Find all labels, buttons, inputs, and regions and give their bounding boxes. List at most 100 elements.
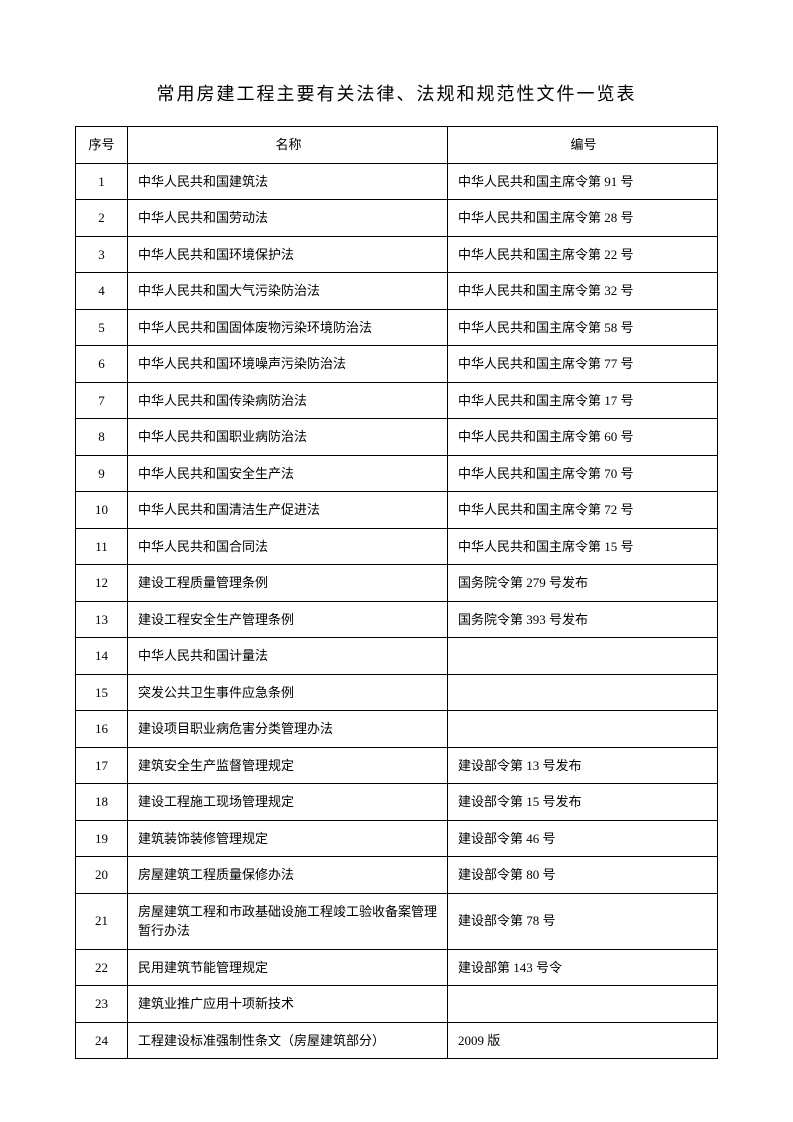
- cell-code: 中华人民共和国主席令第 77 号: [448, 346, 718, 383]
- cell-seq: 11: [76, 528, 128, 565]
- cell-code: 中华人民共和国主席令第 28 号: [448, 200, 718, 237]
- table-row: 20房屋建筑工程质量保修办法建设部令第 80 号: [76, 857, 718, 894]
- cell-seq: 16: [76, 711, 128, 748]
- cell-code: 中华人民共和国主席令第 15 号: [448, 528, 718, 565]
- cell-code: [448, 711, 718, 748]
- table-row: 12建设工程质量管理条例国务院令第 279 号发布: [76, 565, 718, 602]
- table-header-row: 序号 名称 编号: [76, 127, 718, 164]
- cell-code: [448, 674, 718, 711]
- cell-seq: 20: [76, 857, 128, 894]
- table-row: 3中华人民共和国环境保护法中华人民共和国主席令第 22 号: [76, 236, 718, 273]
- table-row: 7中华人民共和国传染病防治法中华人民共和国主席令第 17 号: [76, 382, 718, 419]
- cell-code: 中华人民共和国主席令第 91 号: [448, 163, 718, 200]
- header-name: 名称: [128, 127, 448, 164]
- table-row: 6中华人民共和国环境噪声污染防治法中华人民共和国主席令第 77 号: [76, 346, 718, 383]
- cell-name: 中华人民共和国劳动法: [128, 200, 448, 237]
- cell-seq: 15: [76, 674, 128, 711]
- cell-seq: 7: [76, 382, 128, 419]
- cell-seq: 23: [76, 986, 128, 1023]
- cell-code: 2009 版: [448, 1022, 718, 1059]
- table-row: 8中华人民共和国职业病防治法中华人民共和国主席令第 60 号: [76, 419, 718, 456]
- table-row: 2中华人民共和国劳动法中华人民共和国主席令第 28 号: [76, 200, 718, 237]
- laws-table: 序号 名称 编号 1中华人民共和国建筑法中华人民共和国主席令第 91 号2中华人…: [75, 126, 718, 1059]
- table-row: 14中华人民共和国计量法: [76, 638, 718, 675]
- cell-name: 建设工程安全生产管理条例: [128, 601, 448, 638]
- cell-code: 国务院令第 279 号发布: [448, 565, 718, 602]
- cell-name: 建筑安全生产监督管理规定: [128, 747, 448, 784]
- cell-name: 房屋建筑工程质量保修办法: [128, 857, 448, 894]
- cell-name: 中华人民共和国环境保护法: [128, 236, 448, 273]
- cell-seq: 10: [76, 492, 128, 529]
- cell-name: 中华人民共和国传染病防治法: [128, 382, 448, 419]
- cell-name: 民用建筑节能管理规定: [128, 949, 448, 986]
- cell-seq: 13: [76, 601, 128, 638]
- cell-seq: 1: [76, 163, 128, 200]
- cell-code: 中华人民共和国主席令第 58 号: [448, 309, 718, 346]
- table-row: 21房屋建筑工程和市政基础设施工程竣工验收备案管理暂行办法建设部令第 78 号: [76, 893, 718, 949]
- cell-seq: 4: [76, 273, 128, 310]
- cell-name: 建设工程质量管理条例: [128, 565, 448, 602]
- cell-code: 国务院令第 393 号发布: [448, 601, 718, 638]
- cell-code: [448, 986, 718, 1023]
- cell-name: 建设项目职业病危害分类管理办法: [128, 711, 448, 748]
- cell-seq: 9: [76, 455, 128, 492]
- table-row: 11中华人民共和国合同法中华人民共和国主席令第 15 号: [76, 528, 718, 565]
- cell-code: 中华人民共和国主席令第 22 号: [448, 236, 718, 273]
- header-code: 编号: [448, 127, 718, 164]
- cell-seq: 14: [76, 638, 128, 675]
- cell-code: 中华人民共和国主席令第 17 号: [448, 382, 718, 419]
- cell-code: 中华人民共和国主席令第 32 号: [448, 273, 718, 310]
- cell-seq: 12: [76, 565, 128, 602]
- cell-code: 建设部令第 78 号: [448, 893, 718, 949]
- cell-seq: 17: [76, 747, 128, 784]
- cell-name: 中华人民共和国安全生产法: [128, 455, 448, 492]
- cell-code: 中华人民共和国主席令第 60 号: [448, 419, 718, 456]
- cell-name: 中华人民共和国合同法: [128, 528, 448, 565]
- cell-code: 中华人民共和国主席令第 70 号: [448, 455, 718, 492]
- cell-name: 中华人民共和国计量法: [128, 638, 448, 675]
- cell-code: 建设部令第 80 号: [448, 857, 718, 894]
- table-row: 23建筑业推广应用十项新技术: [76, 986, 718, 1023]
- cell-seq: 2: [76, 200, 128, 237]
- cell-code: 建设部第 143 号令: [448, 949, 718, 986]
- table-row: 24工程建设标准强制性条文（房屋建筑部分）2009 版: [76, 1022, 718, 1059]
- table-row: 17建筑安全生产监督管理规定建设部令第 13 号发布: [76, 747, 718, 784]
- table-row: 10中华人民共和国清洁生产促进法中华人民共和国主席令第 72 号: [76, 492, 718, 529]
- cell-code: [448, 638, 718, 675]
- table-row: 13建设工程安全生产管理条例国务院令第 393 号发布: [76, 601, 718, 638]
- cell-name: 建设工程施工现场管理规定: [128, 784, 448, 821]
- cell-seq: 8: [76, 419, 128, 456]
- table-row: 4中华人民共和国大气污染防治法中华人民共和国主席令第 32 号: [76, 273, 718, 310]
- table-row: 18建设工程施工现场管理规定建设部令第 15 号发布: [76, 784, 718, 821]
- cell-name: 工程建设标准强制性条文（房屋建筑部分）: [128, 1022, 448, 1059]
- cell-name: 突发公共卫生事件应急条例: [128, 674, 448, 711]
- cell-name: 房屋建筑工程和市政基础设施工程竣工验收备案管理暂行办法: [128, 893, 448, 949]
- cell-name: 中华人民共和国清洁生产促进法: [128, 492, 448, 529]
- table-row: 1中华人民共和国建筑法中华人民共和国主席令第 91 号: [76, 163, 718, 200]
- header-seq: 序号: [76, 127, 128, 164]
- cell-code: 建设部令第 15 号发布: [448, 784, 718, 821]
- page-title: 常用房建工程主要有关法律、法规和规范性文件一览表: [75, 80, 718, 106]
- cell-name: 中华人民共和国大气污染防治法: [128, 273, 448, 310]
- cell-name: 中华人民共和国固体废物污染环境防治法: [128, 309, 448, 346]
- cell-seq: 6: [76, 346, 128, 383]
- cell-seq: 21: [76, 893, 128, 949]
- cell-name: 中华人民共和国职业病防治法: [128, 419, 448, 456]
- table-row: 5中华人民共和国固体废物污染环境防治法中华人民共和国主席令第 58 号: [76, 309, 718, 346]
- table-body: 1中华人民共和国建筑法中华人民共和国主席令第 91 号2中华人民共和国劳动法中华…: [76, 163, 718, 1059]
- cell-code: 中华人民共和国主席令第 72 号: [448, 492, 718, 529]
- cell-seq: 22: [76, 949, 128, 986]
- table-row: 19建筑装饰装修管理规定建设部令第 46 号: [76, 820, 718, 857]
- cell-name: 中华人民共和国环境噪声污染防治法: [128, 346, 448, 383]
- cell-seq: 19: [76, 820, 128, 857]
- cell-seq: 24: [76, 1022, 128, 1059]
- cell-name: 中华人民共和国建筑法: [128, 163, 448, 200]
- table-row: 22民用建筑节能管理规定建设部第 143 号令: [76, 949, 718, 986]
- cell-name: 建筑装饰装修管理规定: [128, 820, 448, 857]
- cell-seq: 18: [76, 784, 128, 821]
- cell-code: 建设部令第 13 号发布: [448, 747, 718, 784]
- cell-seq: 3: [76, 236, 128, 273]
- table-row: 16建设项目职业病危害分类管理办法: [76, 711, 718, 748]
- cell-code: 建设部令第 46 号: [448, 820, 718, 857]
- table-row: 9中华人民共和国安全生产法中华人民共和国主席令第 70 号: [76, 455, 718, 492]
